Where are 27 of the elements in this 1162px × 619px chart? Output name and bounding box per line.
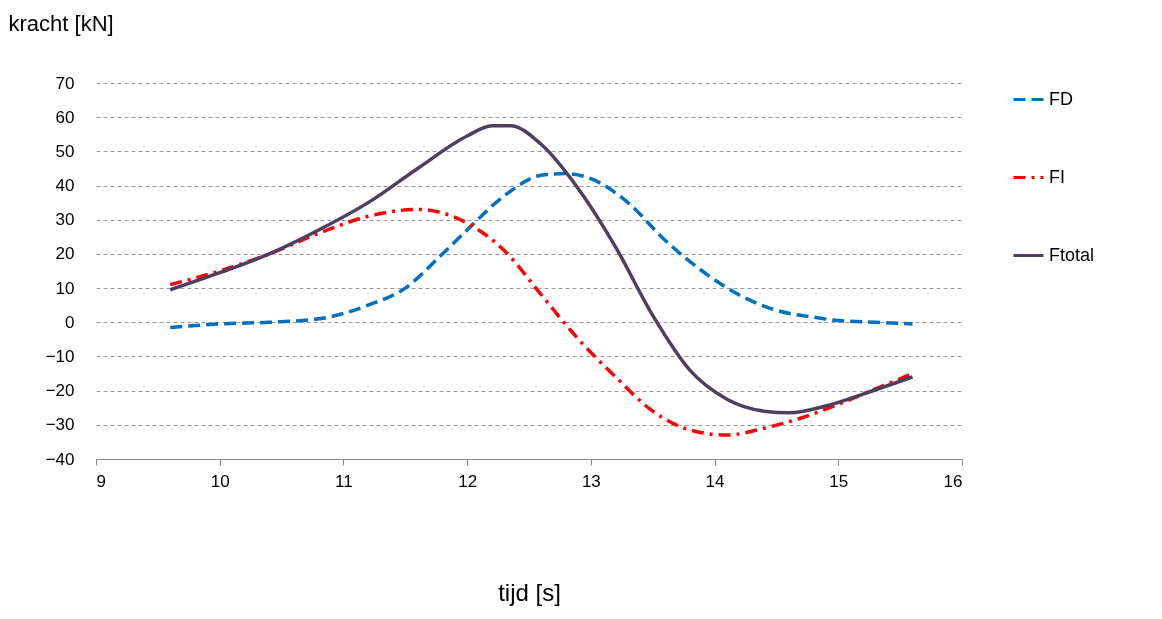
x-tick-label: 13 — [581, 471, 601, 491]
x-tick-label: 11 — [335, 471, 353, 491]
x-tick-label: 12 — [458, 471, 478, 491]
x-tick-label: 15 — [829, 471, 849, 491]
y-tick-label: 40 — [55, 176, 75, 196]
x-tick-label: 10 — [210, 471, 230, 491]
y-tick-label: 50 — [55, 141, 75, 161]
y-tick-label: 60 — [55, 107, 75, 127]
x-tick-label: 14 — [705, 471, 725, 491]
y-tick-label: −40 — [45, 449, 75, 469]
y-tick-label: 0 — [65, 312, 75, 332]
legend-label: FI — [1049, 166, 1065, 187]
x-axis-title: tijd [s] — [498, 578, 561, 606]
y-tick-label: 30 — [55, 210, 75, 230]
line-series — [168, 171, 915, 330]
legend-label: FD — [1049, 88, 1073, 109]
y-tick-label: −20 — [45, 381, 75, 401]
x-tick-label: 9 — [96, 471, 106, 491]
y-tick-label: −10 — [45, 346, 75, 366]
line-series — [168, 123, 915, 415]
x-tick-label: 16 — [943, 471, 963, 491]
legend-label: Ftotal — [1049, 244, 1095, 265]
y-tick-label: −30 — [45, 415, 75, 435]
y-tick-label: 70 — [55, 73, 75, 93]
y-tick-label: 10 — [55, 278, 75, 298]
y-axis-title: kracht [kN] — [8, 10, 114, 36]
y-tick-label: 20 — [55, 244, 75, 264]
